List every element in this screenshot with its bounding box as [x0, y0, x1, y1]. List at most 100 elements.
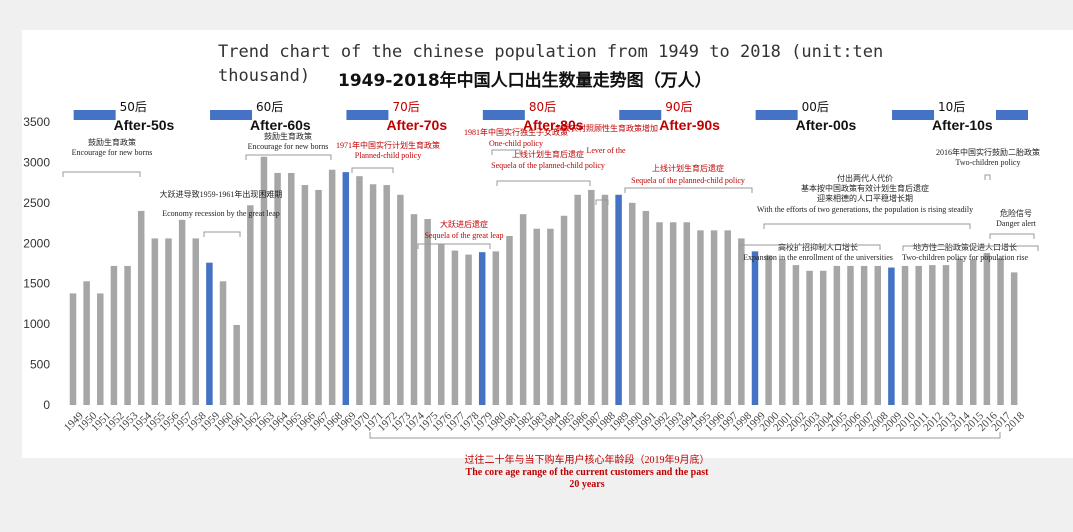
bar-1965: [287, 172, 295, 405]
annotation-label-cn: 2016年中国实行鼓励二胎政策: [936, 147, 1040, 157]
bar-2003: [806, 270, 813, 405]
annotation-bracket: [624, 187, 753, 193]
bar-2007: [860, 265, 868, 405]
generation-label-en: After-70s: [386, 117, 447, 133]
bar-1967: [315, 189, 322, 405]
annotation-label-cn: 1981年中国实行独生子女政策: [464, 127, 568, 137]
annotation-bracket: [763, 223, 971, 229]
generation-band: [996, 110, 1028, 120]
bar-1961: [233, 324, 240, 405]
bar-2010: [901, 265, 909, 405]
bar-1991: [642, 210, 650, 405]
bar-1976: [438, 244, 445, 405]
generation-label-cn: 80后: [529, 100, 556, 114]
bar-1974: [410, 214, 418, 405]
annotation-bracket: [245, 154, 332, 160]
generation-band: [210, 110, 253, 120]
bar-1950: [83, 281, 90, 405]
bar-1955: [151, 238, 159, 405]
annotation-label-en: Encourage for new borns: [72, 148, 153, 157]
bar-1953: [124, 265, 131, 405]
bar-1972: [383, 185, 390, 405]
annotation-label-en: Encourage for new borns: [248, 142, 329, 151]
generation-label-en: After-80s: [523, 117, 584, 133]
y-tick-label: 2500: [23, 196, 50, 210]
y-tick-label: 1500: [23, 277, 50, 291]
annotation-label-en: Sequela of the planned-child policy: [491, 161, 605, 170]
bar-1992: [656, 222, 663, 405]
annotation-label-en: One-child policy: [489, 139, 543, 148]
annotation-bracket: [351, 167, 394, 173]
bar-1997: [724, 230, 731, 405]
y-tick-label: 2000: [23, 236, 50, 250]
annotation-label-cn: 付出两代人代价: [837, 173, 893, 183]
bar-1999: [751, 251, 759, 405]
generation-label-cn: 10后: [938, 100, 965, 114]
bar-2015: [969, 259, 977, 405]
bar-1973: [397, 194, 404, 405]
bar-2004: [819, 270, 827, 405]
y-tick-label: 500: [30, 358, 50, 372]
annotation-label-en: Economy recession by the great leap: [162, 209, 280, 218]
bar-1982: [519, 214, 527, 405]
bar-1949: [69, 293, 77, 405]
bar-1970: [356, 176, 363, 405]
bar-1998: [738, 238, 745, 405]
annotation-label-en: Two-children policy: [956, 158, 1021, 167]
bar-2000: [765, 255, 772, 405]
bar-1962: [247, 205, 254, 405]
generation-label-cn: 50后: [120, 100, 147, 114]
annotation-bracket: [62, 171, 141, 177]
generation-band: [346, 110, 389, 120]
y-tick-label: 0: [43, 398, 50, 412]
bar-1951: [97, 293, 104, 405]
bar-2012: [929, 265, 936, 405]
bar-1954: [137, 210, 145, 405]
annotation-label-cn: 1971年中国实行计划生育政策: [336, 140, 440, 150]
annotation-label-cn: 鼓励生育政策: [88, 137, 136, 147]
bar-1963: [260, 156, 268, 405]
annotation-label-en: Planned-child policy: [355, 151, 421, 160]
bar-2002: [792, 265, 800, 405]
bar-1981: [506, 236, 513, 405]
annotation-label-en: Expansion in the enrollment of the unive…: [743, 253, 893, 262]
generation-label-en: After-50s: [114, 117, 175, 133]
bar-2008: [874, 265, 882, 405]
bar-1958: [192, 238, 200, 405]
bar-1957: [178, 219, 186, 405]
footer-label-en: 20 years: [569, 479, 604, 490]
bar-1983: [533, 228, 541, 405]
bar-2018: [1010, 272, 1018, 405]
footer-label-en: The core age range of the current custom…: [466, 467, 710, 478]
y-tick-label: 1000: [23, 317, 50, 331]
annotation-label-en: Two-children policy for population rise: [902, 253, 1029, 262]
footer-label-cn: 过往二十年与当下购车用户核心年龄段（2019年9月底）: [465, 453, 710, 466]
bar-2005: [833, 265, 841, 405]
footer-bracket: [369, 432, 1001, 439]
chart-title-english: Trend chart of the chinese population fr…: [218, 42, 884, 86]
bar-1979: [478, 252, 486, 405]
annotation-label-en: With the efforts of two generations, the…: [757, 205, 973, 214]
bar-1959: [206, 262, 213, 405]
annotation-bracket: [491, 149, 521, 155]
generation-label-en: After-00s: [796, 117, 857, 133]
annotation-label-cn: 上线计划生育后遗症: [512, 149, 584, 159]
bar-1964: [274, 172, 281, 405]
bar-1977: [451, 250, 459, 405]
annotation-bracket: [902, 245, 1039, 251]
generation-label-en: After-90s: [659, 117, 720, 133]
annotation-label-en: Sequela of the great leap: [424, 231, 503, 240]
annotation-bracket: [989, 233, 1035, 239]
generation-band: [73, 110, 116, 120]
bar-1971: [369, 184, 377, 405]
bar-1968: [328, 169, 336, 405]
bar-1989: [615, 194, 622, 405]
annotation-label-cn: 鼓励生育政策: [264, 131, 312, 141]
bar-1969: [342, 172, 350, 405]
bar-1993: [669, 222, 677, 405]
annotation-bracket: [417, 243, 491, 249]
annotation-bracket: [496, 180, 591, 186]
generation-label-en: After-10s: [932, 117, 993, 133]
annotation-label-cn: 危险信号: [1000, 208, 1032, 218]
